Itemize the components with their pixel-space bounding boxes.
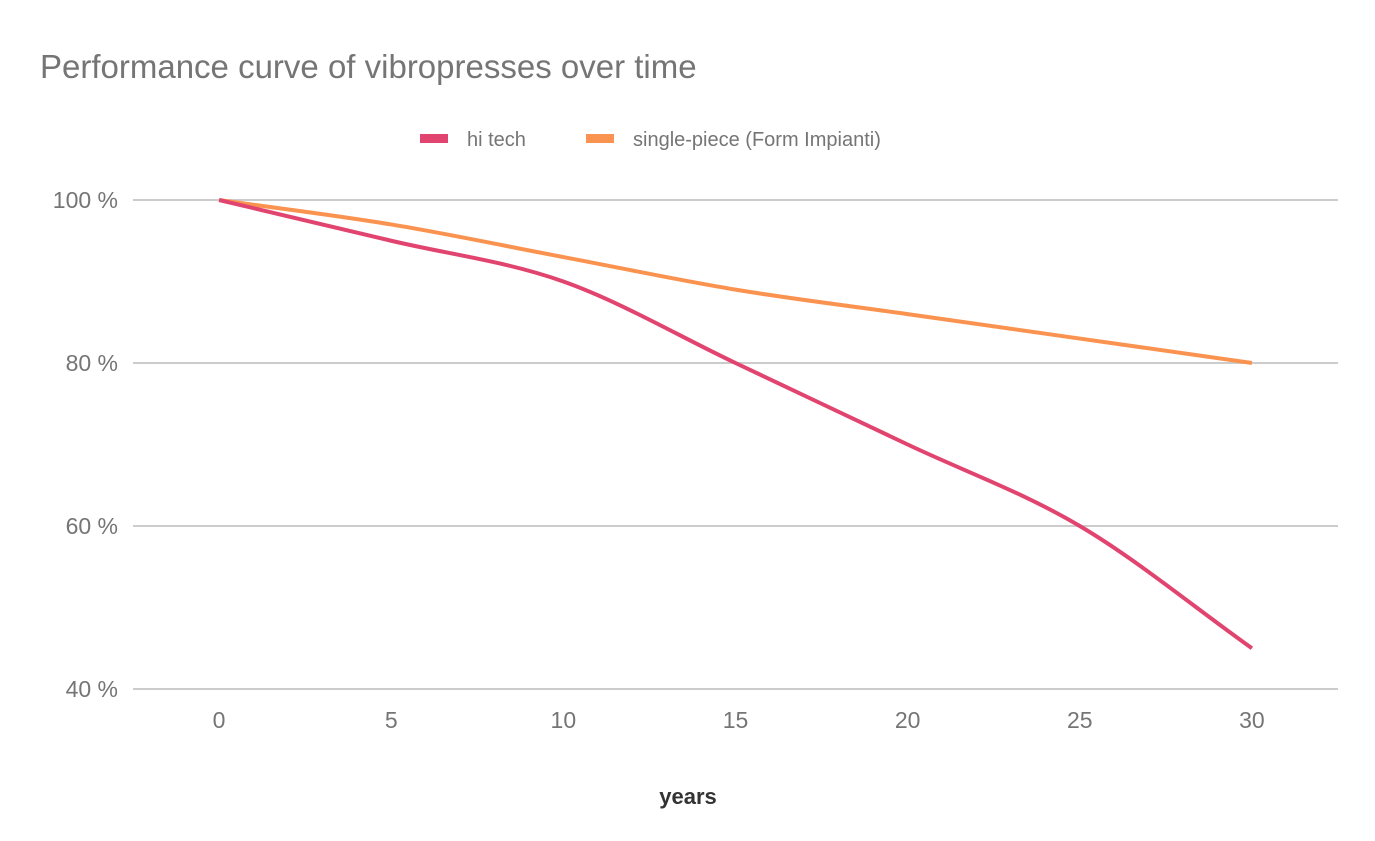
x-tick-label: 20 xyxy=(895,707,921,733)
series-line-1 xyxy=(218,198,1253,365)
legend-swatch xyxy=(420,134,448,143)
series-lines xyxy=(218,198,1254,650)
y-tick-label: 60 % xyxy=(66,513,118,539)
y-tick-label: 80 % xyxy=(66,350,118,376)
legend-label: hi tech xyxy=(467,129,526,151)
legend-item-1[interactable]: single-piece (Form Impianti) xyxy=(586,129,881,151)
grid-lines xyxy=(133,199,1338,690)
y-tick-label: 100 % xyxy=(53,187,118,213)
y-tick-label: 40 % xyxy=(66,676,118,702)
series-line-0 xyxy=(218,198,1254,650)
y-axis-ticks: 40 % 60 % 80 % 100 % xyxy=(53,187,118,702)
x-axis-ticks: 0 5 10 15 20 25 30 xyxy=(213,707,1265,733)
x-tick-label: 15 xyxy=(723,707,749,733)
x-tick-label: 30 xyxy=(1239,707,1265,733)
x-axis-title: years xyxy=(659,784,717,809)
x-tick-label: 0 xyxy=(213,707,226,733)
legend-label: single-piece (Form Impianti) xyxy=(633,129,881,151)
legend: hi tech single-piece (Form Impianti) xyxy=(420,129,881,151)
x-tick-label: 10 xyxy=(551,707,577,733)
x-tick-label: 25 xyxy=(1067,707,1093,733)
legend-item-0[interactable]: hi tech xyxy=(420,129,526,151)
x-tick-label: 5 xyxy=(385,707,398,733)
legend-swatch xyxy=(586,134,614,143)
chart-title: Performance curve of vibropresses over t… xyxy=(40,48,697,85)
